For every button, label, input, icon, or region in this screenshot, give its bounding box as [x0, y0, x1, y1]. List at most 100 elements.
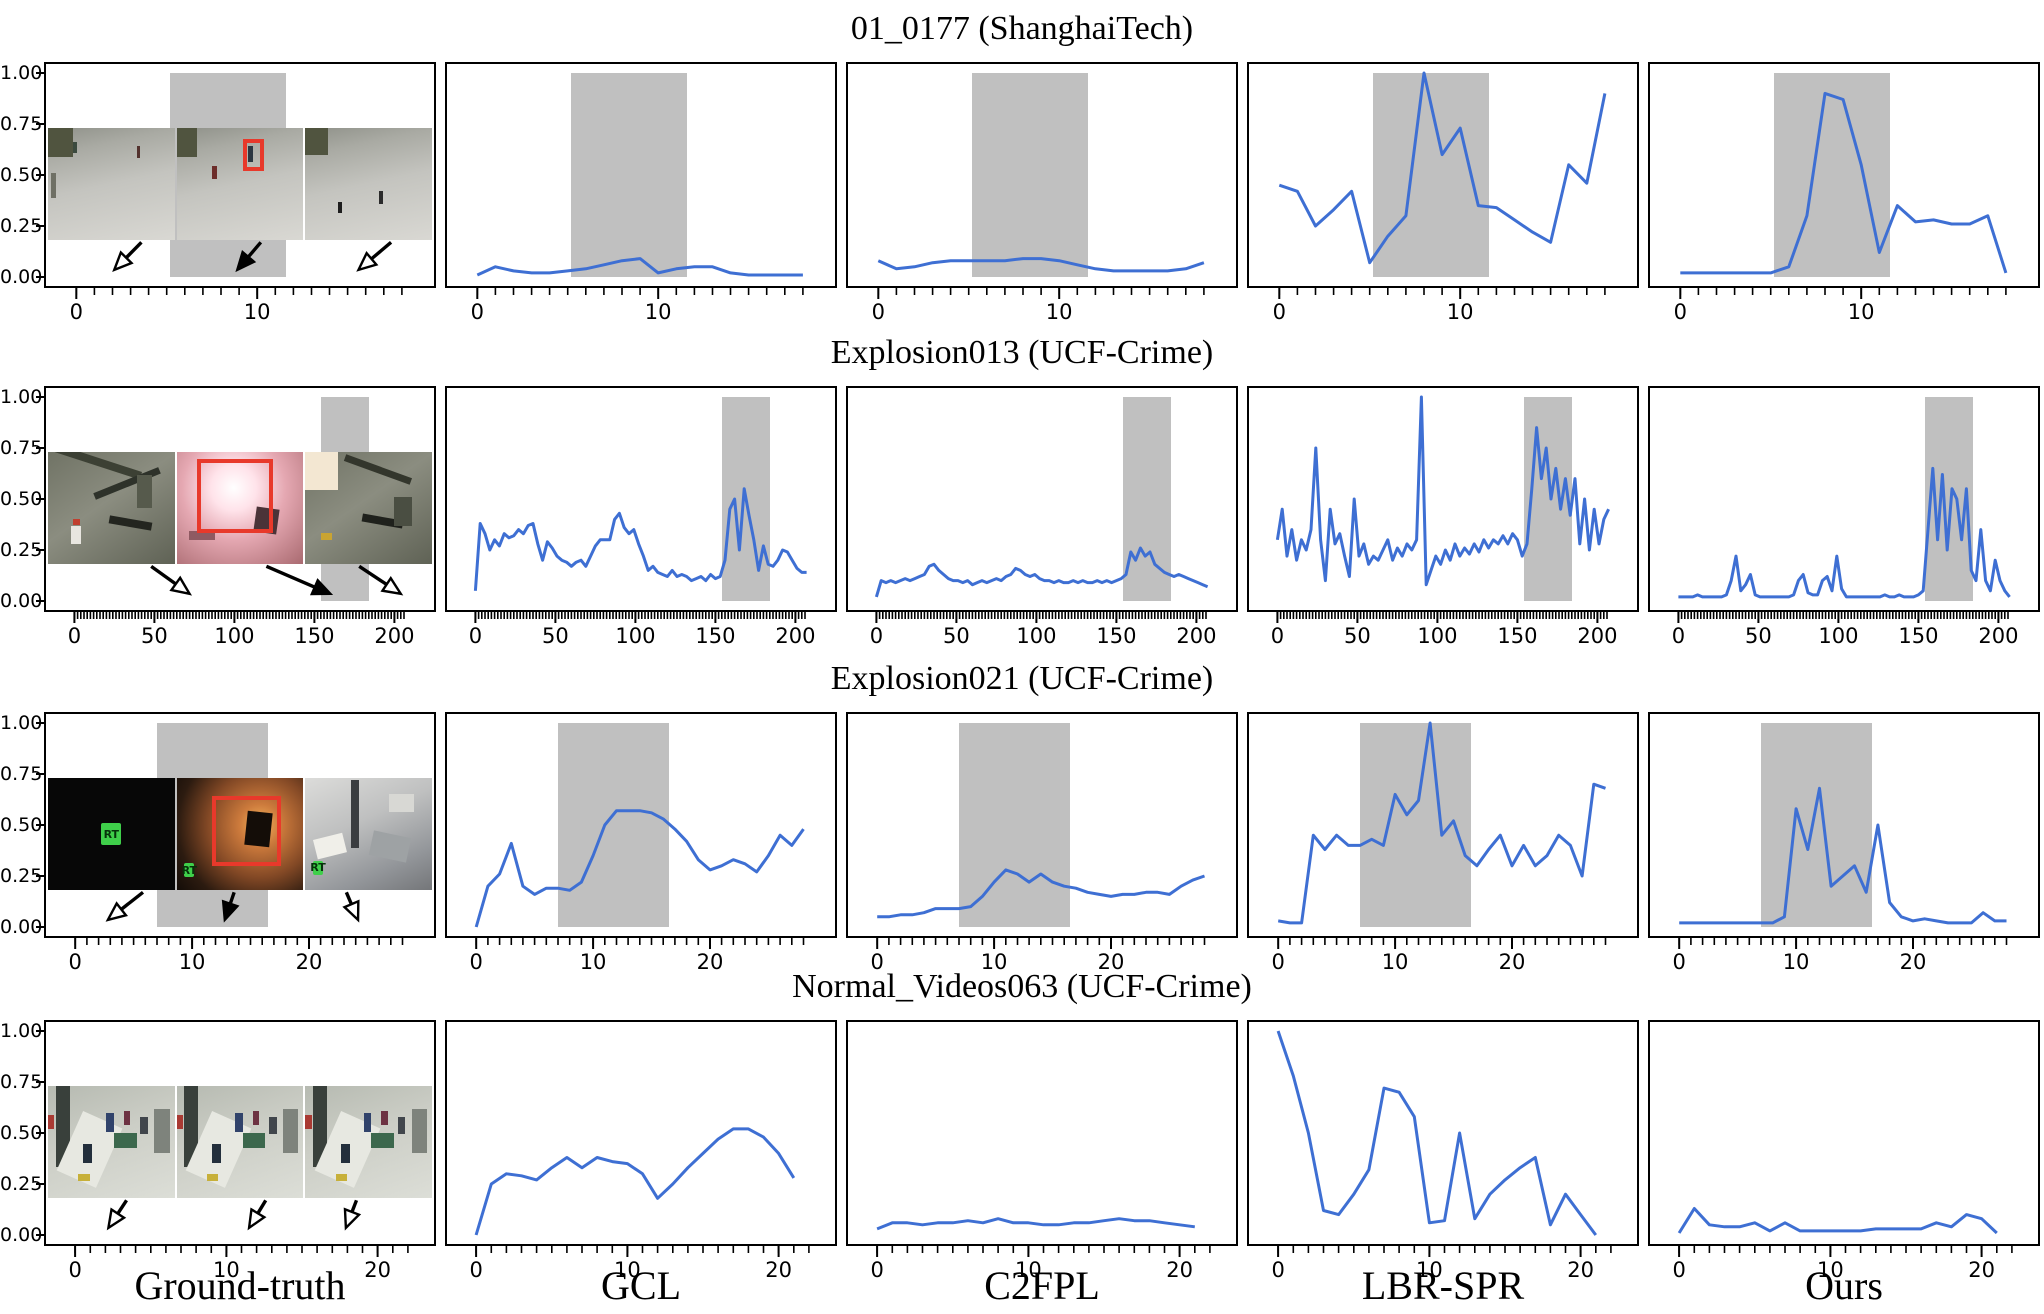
frame-mark [305, 1115, 312, 1129]
x-tick-label: 10 [178, 950, 206, 974]
anomaly-region [1761, 723, 1873, 927]
x-tick-label: 50 [1745, 624, 1772, 648]
row-title-0: 01_0177 (ShanghaiTech) [850, 10, 1194, 47]
score-line-lbr-spr [1277, 721, 1606, 925]
frame-mark [378, 190, 384, 205]
x-tick-label: 0 [1671, 624, 1686, 648]
plot-row3-c2fpl [846, 1020, 1238, 1246]
x-tick-label: 200 [775, 624, 816, 648]
frame-mark [312, 1086, 327, 1167]
score-line-svg [473, 487, 807, 591]
plot-row2-c2fpl [846, 712, 1238, 938]
x-tick-label: 100 [214, 624, 255, 648]
frame-mark [78, 1173, 90, 1182]
y-tick-label: 0.00 [0, 266, 43, 288]
y-tick-label: 0.25 [0, 215, 43, 237]
arrow-shaft [256, 1199, 268, 1215]
frame-mark [305, 452, 339, 491]
plot-row3-ground-truth [44, 1020, 436, 1246]
frame-mark [113, 1133, 137, 1148]
arrow-shaft [370, 241, 393, 261]
x-tick-label: 0 [870, 1258, 884, 1282]
frame-mark [140, 1117, 149, 1135]
column-label-lbr-spr: LBR-SPR [1361, 1263, 1525, 1308]
score-line-svg [874, 546, 1209, 598]
y-tick [36, 722, 44, 724]
y-tick [36, 498, 44, 500]
x-axis-ticks [1277, 938, 1607, 949]
anomaly-region [1122, 397, 1171, 601]
anomaly-region [558, 723, 670, 927]
frame-mark [320, 532, 332, 540]
hollow-arrowhead-icon [342, 899, 360, 923]
column-label-ground-truth: Ground-truth [134, 1263, 346, 1308]
hollow-arrowhead-icon [380, 576, 404, 596]
arrow-shaft [344, 891, 353, 905]
x-tick-label: 0 [1672, 950, 1686, 974]
arrow-shaft [228, 891, 236, 905]
y-tick [36, 875, 44, 877]
x-axis-ticks [1679, 288, 2007, 299]
score-line-lbr-spr [1278, 71, 1607, 265]
y-tick [36, 276, 44, 278]
frame-mark [70, 526, 81, 545]
y-tick [36, 1183, 44, 1185]
frame-mark [207, 1173, 219, 1182]
x-tick-label: 100 [1417, 624, 1458, 648]
frame-mark [50, 172, 56, 198]
y-tick-label: 0.00 [0, 1224, 43, 1246]
score-line-ours [1680, 91, 2008, 275]
x-tick-label: 10 [1381, 950, 1409, 974]
y-tick-label: 1.00 [0, 712, 43, 734]
x-tick-label: 20 [1097, 950, 1125, 974]
y-tick-label: 0.25 [0, 539, 43, 561]
solid-arrowhead-icon [235, 249, 257, 273]
score-line-svg [877, 257, 1205, 273]
gt-frame-arrows [112, 241, 393, 273]
frame-mark [371, 1133, 394, 1148]
rt-logo: RT [310, 861, 326, 875]
y-tick [36, 926, 44, 928]
x-tick-label: 50 [542, 624, 569, 648]
score-line-lbr-spr [1276, 1030, 1598, 1236]
y-tick-label: 0.75 [0, 113, 43, 135]
x-axis-ticks [1278, 288, 1606, 299]
score-line-svg [1679, 786, 2007, 925]
x-axis-ticks [1277, 1246, 1612, 1257]
arrow-shaft [358, 564, 388, 586]
x-tick-label: 150 [695, 624, 736, 648]
x-axis-ticks [74, 1246, 409, 1257]
score-line-ours [1677, 1207, 1998, 1235]
x-tick-label: 150 [1096, 624, 1137, 648]
hollow-arrowhead-icon [343, 1207, 362, 1231]
x-tick-label: 10 [1446, 300, 1474, 324]
y-tick-label: 0.75 [0, 437, 43, 459]
plot-row1-ground-truth [44, 386, 436, 612]
frame-mark [176, 1115, 183, 1129]
score-line-svg [1277, 721, 1606, 925]
x-tick-label: 0 [469, 1258, 483, 1282]
x-axis-ticks [1678, 938, 2008, 949]
x-tick-label: 10 [1782, 950, 1810, 974]
x-tick-label: 10 [980, 950, 1008, 974]
rt-logo: RT [181, 863, 198, 877]
frame-mark [154, 1108, 170, 1154]
x-tick-label: 0 [68, 1258, 82, 1282]
x-axis-ticks [75, 288, 403, 299]
x-tick-label: 10 [1817, 1258, 1844, 1282]
x-tick-label: 10 [579, 950, 607, 974]
gt-frame-2 [176, 1086, 304, 1199]
frame-mark [269, 1117, 277, 1135]
red-box [242, 139, 265, 171]
x-tick-label: 20 [364, 1258, 391, 1282]
anomaly-region [1360, 723, 1472, 927]
arrow-shaft [150, 564, 177, 586]
x-tick-label: 100 [1818, 624, 1859, 648]
x-axis-ticks [475, 938, 805, 949]
y-tick-label: 0.25 [0, 865, 43, 887]
score-line-svg [474, 809, 805, 928]
score-line-svg [877, 868, 1205, 919]
frame-mark [338, 202, 343, 214]
frame-mark [212, 1144, 221, 1164]
